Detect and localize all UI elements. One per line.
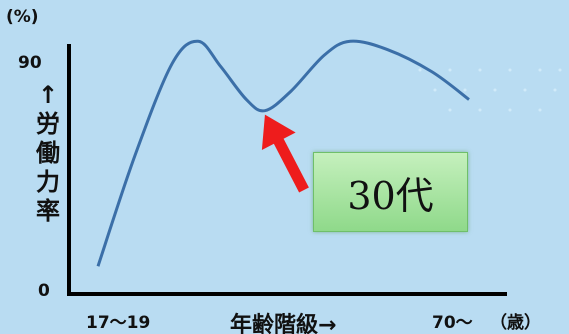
y-tick-90: 90 bbox=[18, 53, 42, 73]
x-axis-label: 年齢階級→ bbox=[230, 312, 336, 334]
y-tick-0: 0 bbox=[38, 281, 50, 301]
x-tick-first: 17〜19 bbox=[86, 313, 150, 333]
x-tick-last: 70〜 bbox=[432, 313, 473, 333]
y-axis-label: ↑労働力率 bbox=[35, 81, 60, 225]
arrow-shaft bbox=[272, 135, 309, 193]
annotation-callout: 30代 bbox=[313, 152, 468, 232]
series-line bbox=[96, 39, 470, 267]
arrow-annotation bbox=[261, 114, 309, 193]
arrow-head bbox=[261, 114, 296, 151]
background-pattern bbox=[418, 68, 562, 112]
x-unit-label: （歳） bbox=[490, 312, 541, 333]
y-unit-label: (%) bbox=[6, 7, 39, 27]
